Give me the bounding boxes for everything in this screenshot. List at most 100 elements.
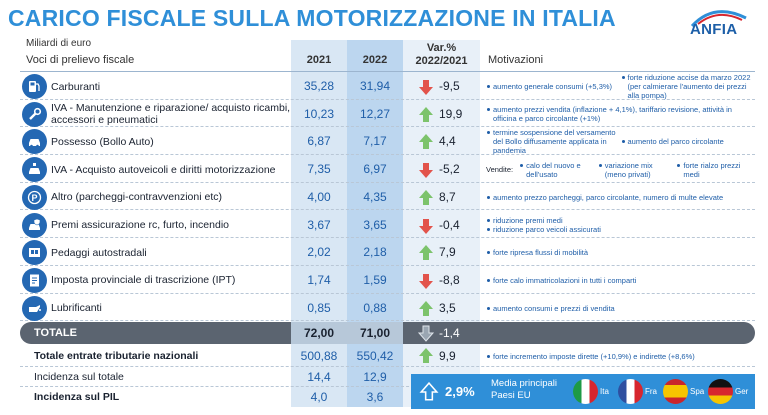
row-motivazioni: aumento consumi e prezzi di vendita xyxy=(486,294,755,323)
fuel-pump-icon xyxy=(22,74,47,99)
motivazione-item: forte ripresa flussi di mobilità xyxy=(486,248,755,257)
row-variation: -8,8 xyxy=(439,272,460,287)
insurance-icon xyxy=(22,212,47,238)
row-value-2021: 35,28 xyxy=(303,79,335,93)
logo-arc-icon xyxy=(690,10,747,28)
incidenza-totale-row: Incidenza sul totale 14,4 12,9 xyxy=(20,367,755,387)
car-purchase-icon xyxy=(22,157,47,183)
row-motivazioni: forte ripresa flussi di mobilità xyxy=(486,238,755,267)
motivazione-item: variazione mix (meno privati) xyxy=(598,161,677,179)
entrate-2021: 500,88 xyxy=(300,349,338,363)
arrow-down-icon xyxy=(419,273,433,289)
row-motivazioni: termine sospensione del versamento del B… xyxy=(486,127,755,156)
column-var-bg xyxy=(403,40,480,407)
header-voci: Voci di prelievo fiscale xyxy=(26,54,135,66)
row-variation: 8,7 xyxy=(439,189,456,204)
flag-spa-icon xyxy=(663,379,688,404)
column-2021-bg xyxy=(291,40,347,407)
row-value-2021: 0,85 xyxy=(307,300,331,315)
motivazione-item: calo del nuovo e dell'usato xyxy=(519,161,598,179)
motivazione-item: aumento del parco circolante xyxy=(621,137,756,146)
header-2022: 2022 xyxy=(362,54,388,66)
row-label: Possesso (Bollo Auto) xyxy=(51,135,154,148)
row-value-2022: 31,94 xyxy=(359,79,391,93)
row-value-2021: 3,67 xyxy=(307,217,331,232)
row-motivazioni: aumento prezzi vendita (inflazione + 4,1… xyxy=(486,100,755,129)
row-label: Pedaggi autostradali xyxy=(51,246,147,259)
oil-can-icon xyxy=(22,295,47,321)
row-value-2021: 4,00 xyxy=(307,189,331,204)
row-value-2022: 12,27 xyxy=(359,106,391,121)
incidenza-totale-label: Incidenza sul totale xyxy=(34,371,124,383)
row-value-2022: 0,88 xyxy=(363,300,387,315)
row-variation: -0,4 xyxy=(439,217,460,232)
entrate-var: 9,9 xyxy=(439,349,456,363)
row-variation: 4,4 xyxy=(439,134,456,149)
incidenza-pil-row: Incidenza sul PIL 4,0 3,6 xyxy=(20,387,755,407)
table-row: Carburanti 35,28 31,94 -9,5 aumento generale… xyxy=(20,72,755,100)
table-row: Pedaggi autostradali 2,02 2,18 7,9 forte rip… xyxy=(20,238,755,266)
total-2021: 72,00 xyxy=(303,326,335,340)
table-row: Premi assicurazione rc, furto, incendio 3… xyxy=(20,211,755,239)
row-motivazioni: riduzione premi medi riduzione parco veic… xyxy=(486,211,755,240)
column-2022-bg xyxy=(347,40,403,407)
parking-icon: P xyxy=(22,184,47,210)
row-motivazioni: Vendite: calo del nuovo e dell'usato varia… xyxy=(486,155,755,184)
unit-label: Miliardi di euro xyxy=(26,38,92,49)
flag-label: Ita xyxy=(600,387,609,396)
row-variation: 19,9 xyxy=(439,106,463,121)
eu-title-line1: Media principali xyxy=(491,378,558,389)
eu-arrow-up-icon xyxy=(419,382,439,401)
table-row: P Altro (parcheggi-contravvenzioni etc) 4,… xyxy=(20,183,755,211)
table-row: IVA - Acquisto autoveicoli e diritti mot… xyxy=(20,155,755,183)
row-label: Lubrificanti xyxy=(51,302,102,315)
flag-label: Ger xyxy=(735,387,749,396)
entrate-row: Totale entrate tributarie nazionali 500,… xyxy=(20,345,755,367)
row-variation: -9,5 xyxy=(439,79,460,93)
logo-text: ANFIA xyxy=(690,21,738,38)
table-row: Possesso (Bollo Auto) 6,87 7,17 4,4 termine … xyxy=(20,127,755,155)
entrate-label: Totale entrate tributarie nazionali xyxy=(34,350,199,362)
entrate-2022: 550,42 xyxy=(356,349,394,363)
row-variation: -5,2 xyxy=(439,162,460,177)
flag-ita-icon xyxy=(573,379,598,404)
total-label: TOTALE xyxy=(34,327,77,339)
arrow-down-icon xyxy=(419,80,433,95)
motivazione-item: aumento generale consumi (+5,3%) xyxy=(486,82,621,91)
row-motivazioni: aumento generale consumi (+5,3%) forte ri… xyxy=(486,72,755,101)
incidenza-totale-2022: 12,9 xyxy=(363,370,387,384)
row-value-2021: 2,02 xyxy=(307,245,331,260)
registration-tax-icon xyxy=(22,267,47,293)
total-arrow-down-icon xyxy=(417,325,435,342)
arrow-up-icon xyxy=(419,189,433,205)
motivazione-item: forte calo immatricolazioni in tutti i c… xyxy=(486,276,755,285)
eu-title-line2: Paesi EU xyxy=(491,390,531,401)
header-var-line2: 2022/2021 xyxy=(415,55,468,67)
row-label: Premi assicurazione rc, furto, incendio xyxy=(51,219,229,231)
row-motivazioni: aumento prezzo parcheggi, parco circolan… xyxy=(486,183,755,212)
entrate-motivazione: forte incremento imposte dirette (+10,9%… xyxy=(486,345,755,367)
flag-label: Fra xyxy=(645,387,657,396)
eu-average-title: Media principali Paesi EU xyxy=(491,378,557,402)
arrow-up-icon xyxy=(419,106,433,122)
total-row: TOTALE 72,00 71,00 -1,4 xyxy=(20,322,755,344)
arrow-up-icon xyxy=(419,300,433,316)
total-values-bg xyxy=(291,322,403,344)
total-var: -1,4 xyxy=(439,326,460,340)
total-2022: 71,00 xyxy=(359,326,391,340)
header-var-line1: Var.% xyxy=(426,42,457,54)
motivazione-prefix: Vendite: xyxy=(486,165,514,175)
row-value-2021: 7,35 xyxy=(307,162,331,177)
motivazione-item: aumento prezzi vendita (inflazione + 4,1… xyxy=(486,105,755,123)
row-value-2022: 7,17 xyxy=(363,134,387,149)
entrate-motivazione-text: forte incremento imposte dirette (+10,9%… xyxy=(486,352,695,361)
header-var: Var.% 2022/2021 xyxy=(403,42,480,67)
eu-average-value: 2,9% xyxy=(445,384,475,399)
table-row: IVA - Manutenzione e riparazione/ acquis… xyxy=(20,100,755,128)
header-2021: 2021 xyxy=(306,54,332,66)
row-label: Carburanti xyxy=(51,80,101,93)
svg-text:P: P xyxy=(31,193,37,203)
page-title: CARICO FISCALE SULLA MOTORIZZAZIONE IN I… xyxy=(8,5,616,31)
anfia-logo: ANFIA xyxy=(684,6,754,42)
